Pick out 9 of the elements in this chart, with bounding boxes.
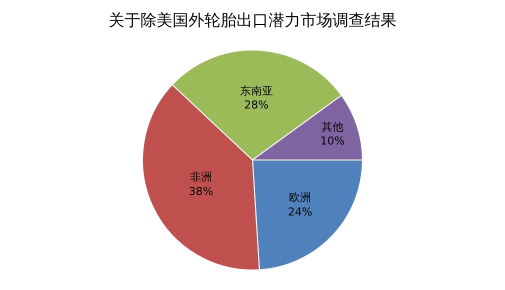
data-label: 24% (288, 205, 312, 218)
slice-label: 非洲 (190, 170, 212, 184)
data-label: 38% (188, 184, 214, 198)
data-label: 28% (244, 98, 269, 112)
data-label: 10% (320, 134, 345, 148)
slice-label: 其他 (321, 120, 344, 134)
slice-label: 东南亚 (240, 84, 273, 98)
chart-title: 关于除美国外轮胎出口潜力市场调查结果 (108, 10, 396, 30)
slice-label: 欧洲 (289, 191, 312, 204)
